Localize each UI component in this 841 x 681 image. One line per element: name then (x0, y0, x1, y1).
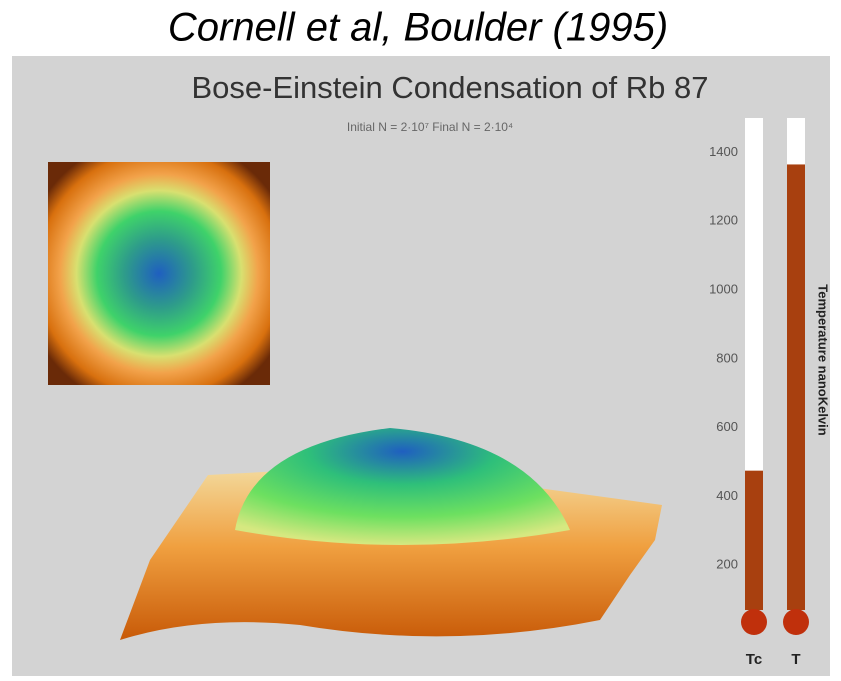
condensate-peak (235, 428, 570, 545)
x-tick-label: Tc (746, 651, 762, 668)
thermometer-bulb (741, 609, 767, 635)
y-tick-label: 800 (716, 350, 738, 365)
y-tick-label: 1000 (709, 281, 738, 296)
thermometer-bar (745, 470, 763, 610)
thermometer-bulb (783, 609, 809, 635)
figure-title: Bose-Einstein Condensation of Rb 87 (192, 70, 709, 105)
y-tick-label: 200 (716, 557, 738, 572)
y-tick-label: 600 (716, 419, 738, 434)
y-tick-label: 1400 (709, 144, 738, 159)
absorption-image (48, 162, 270, 385)
figure-subtitle: Initial N = 2·10⁷ Final N = 2·10⁴ (347, 120, 513, 134)
thermometer-bar (787, 164, 805, 610)
x-tick-label: T (791, 651, 800, 668)
heading: Cornell et al, Boulder (1995) (168, 6, 668, 50)
y-tick-label: 400 (716, 488, 738, 503)
y-tick-label: 1200 (709, 213, 738, 228)
y-axis-label: Temperature nanoKelvin (816, 284, 831, 436)
